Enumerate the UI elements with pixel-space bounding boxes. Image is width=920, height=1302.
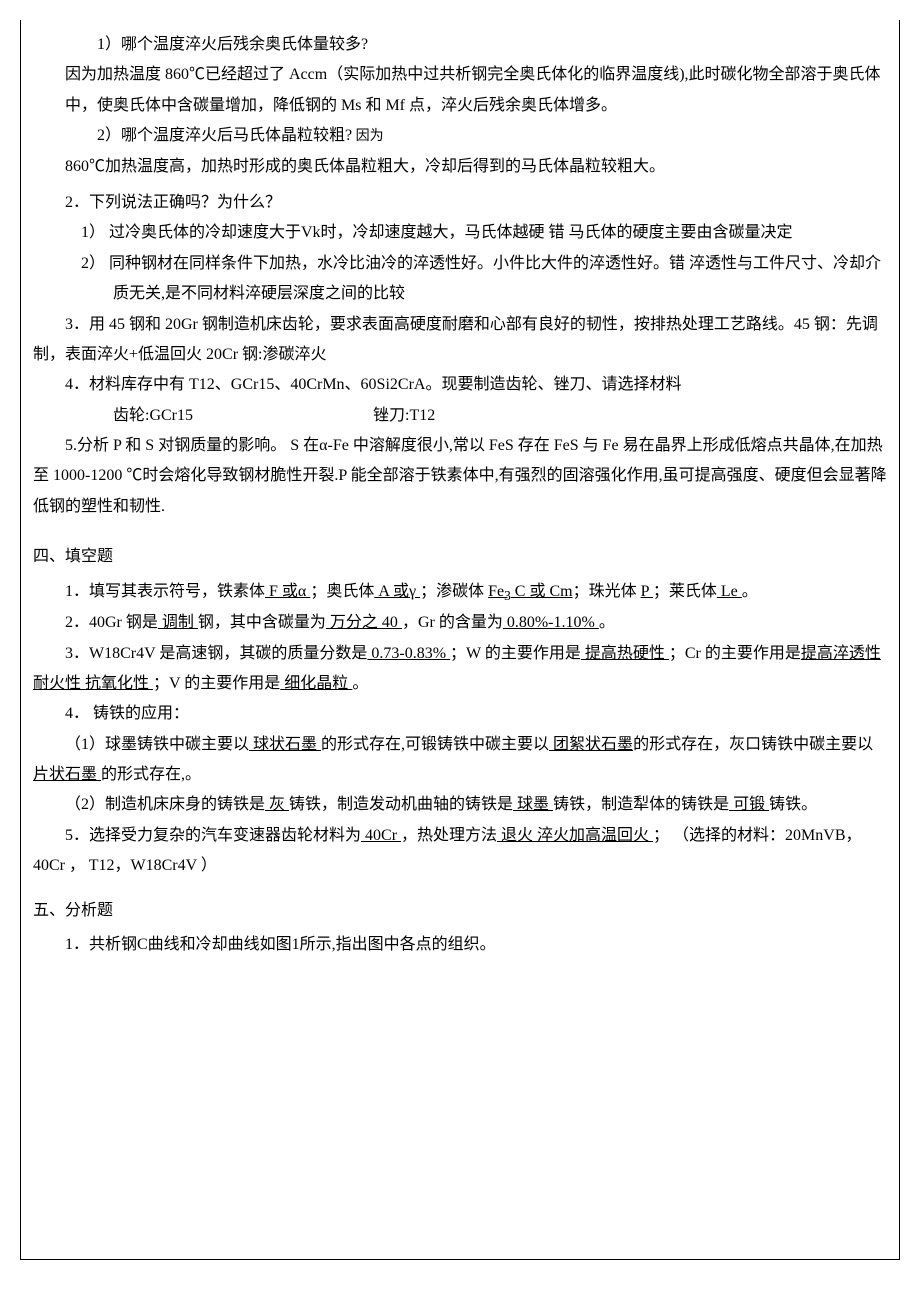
f3-u1: 0.73-0.83% (367, 645, 450, 662)
f3-c: ；Cr 的主要作用是 (669, 645, 801, 662)
f4-2-u3: 可锻 (729, 796, 769, 813)
f2-b: 钢，其中含碳量为 (198, 614, 326, 631)
f4-2-c: 铸铁，制造犁体的铸铁是 (553, 796, 729, 813)
content-frame: 1）哪个温度淬火后残余奥氏体量较多? 因为加热温度 860℃已经超过了 Accm… (20, 20, 900, 1260)
f2-c: ，Gr 的含量为 (402, 614, 503, 631)
f2-a: 2．40Gr 钢是 (65, 614, 158, 631)
f1-u5: Le (717, 583, 742, 600)
q1-2-title-a: 2）哪个温度淬火后马氏体晶粒较粗? (97, 127, 352, 144)
f1-u4: P (641, 583, 653, 600)
f1-u2: A 或γ (374, 583, 420, 600)
f5-b: ，热处理方法 (401, 827, 497, 844)
q2-opt2: 2） 同种钢材在同样条件下加热，水冷比油冷的淬透性好。小件比大件的淬透性好。错 … (33, 249, 887, 310)
f4-2-a: （2）制造机床床身的铸铁是 (65, 796, 265, 813)
q4-gear: 齿轮:GCr15 (33, 401, 369, 431)
f1-a: 1．填写其表示符号，铁素体 (65, 583, 265, 600)
fill-5: 5．选择受力复杂的汽车变速器齿轮材料为 40Cr ，热处理方法 退火 淬火加高温… (33, 821, 887, 882)
f3-e: 。 (352, 675, 368, 692)
analysis-1: 1．共析钢C曲线和冷却曲线如图1所示,指出图中各点的组织。 (33, 930, 887, 960)
q1-1-body: 因为加热温度 860℃已经超过了 Accm（实际加热中过共析钢完全奥氏体化的临界… (33, 60, 887, 121)
f3-u2: 提高热硬性 (581, 645, 669, 662)
f4-2-b: 铸铁，制造发动机曲轴的铸铁是 (289, 796, 513, 813)
q4-line2: 齿轮:GCr15 锉刀:T12 (33, 401, 887, 431)
f1-e: ；莱氏体 (653, 583, 717, 600)
fill-3: 3．W18Cr4V 是高速钢，其碳的质量分数是 0.73-0.83% ；W 的主… (33, 639, 887, 700)
q5: 5.分析 P 和 S 对钢质量的影响。 S 在α-Fe 中溶解度很小,常以 Fe… (33, 431, 887, 522)
f4-2-d: 铸铁。 (769, 796, 817, 813)
fill-4-1: （1）球墨铸铁中碳主要以 球状石墨 的形式存在,可锻铸铁中碳主要以 团絮状石墨的… (33, 730, 887, 791)
f5-a: 5．选择受力复杂的汽车变速器齿轮材料为 (65, 827, 361, 844)
f1-f: 。 (742, 583, 758, 600)
f5-u2: 退火 淬火加高温回火 (497, 827, 653, 844)
f4-1-a: （1）球墨铸铁中碳主要以 (65, 736, 249, 753)
f1-c: ；渗碳体 (420, 583, 488, 600)
f4-1-d: 的形式存在,。 (101, 766, 201, 783)
f2-d: 。 (599, 614, 615, 631)
f4-2-u1: 灰 (265, 796, 289, 813)
f1-d: ；珠光体 (573, 583, 637, 600)
f4-1-u2: 团絮状石墨 (549, 736, 633, 753)
fill-4-2: （2）制造机床床身的铸铁是 灰 铸铁，制造发动机曲轴的铸铁是 球墨 铸铁，制造犁… (33, 790, 887, 820)
q1-1-title: 1）哪个温度淬火后残余奥氏体量较多? (33, 30, 887, 60)
section4-title: 四、填空题 (33, 542, 887, 572)
f2-u3: 0.80%-1.10% (503, 614, 599, 631)
f3-u4: 细化晶粒 (280, 675, 352, 692)
f4-1-c: 的形式存在，灰口铸铁中碳主要以 (633, 736, 873, 753)
f4-2-u2: 球墨 (513, 796, 553, 813)
q3: 3．用 45 钢和 20Gr 钢制造机床齿轮，要求表面高硬度耐磨和心部有良好的韧… (33, 310, 887, 371)
f1-u1: F 或α (265, 583, 310, 600)
q1-2-body: 860℃加热温度高，加热时形成的奥氏体晶粒粗大，冷却后得到的马氏体晶粒较粗大。 (33, 152, 887, 182)
f2-u2: 万分之 40 (326, 614, 402, 631)
fill-2: 2．40Gr 钢是 调制 钢，其中含碳量为 万分之 40 ，Gr 的含量为 0.… (33, 608, 887, 638)
f1-u3: Fe3 C 或 Cm (488, 583, 572, 600)
f3-b: ；W 的主要作用是 (450, 645, 581, 662)
f4-1-u3: 片状石墨 (33, 766, 101, 783)
fill-4-title: 4． 铸铁的应用： (33, 699, 887, 729)
q1-2-title-b: 因为 (352, 129, 384, 144)
q4-line1: 4．材料库存中有 T12、GCr15、40CrMn、60Si2CrA。现要制造齿… (33, 370, 887, 400)
q4-file: 锉刀:T12 (373, 407, 435, 424)
f3-d: ；V 的主要作用是 (153, 675, 280, 692)
f1-b: ；奥氏体 (310, 583, 374, 600)
q1-2-title: 2）哪个温度淬火后马氏体晶粒较粗? 因为 (33, 121, 887, 151)
f3-a: 3．W18Cr4V 是高速钢，其碳的质量分数是 (65, 645, 367, 662)
section5-title: 五、分析题 (33, 896, 887, 926)
q2-title: 2．下列说法正确吗？为什么？ (33, 188, 887, 218)
q2-opt1: 1） 过冷奥氏体的冷却速度大于Vk时，冷却速度越大，马氏体越硬 错 马氏体的硬度… (33, 218, 887, 248)
f5-u1: 40Cr (361, 827, 401, 844)
page: 1）哪个温度淬火后残余奥氏体量较多? 因为加热温度 860℃已经超过了 Accm… (0, 0, 920, 1302)
fill-1: 1．填写其表示符号，铁素体 F 或α ；奥氏体 A 或γ ；渗碳体 Fe3 C … (33, 577, 887, 609)
f4-1-u1: 球状石墨 (249, 736, 321, 753)
f2-u1: 调制 (158, 614, 198, 631)
f4-1-b: 的形式存在,可锻铸铁中碳主要以 (321, 736, 549, 753)
